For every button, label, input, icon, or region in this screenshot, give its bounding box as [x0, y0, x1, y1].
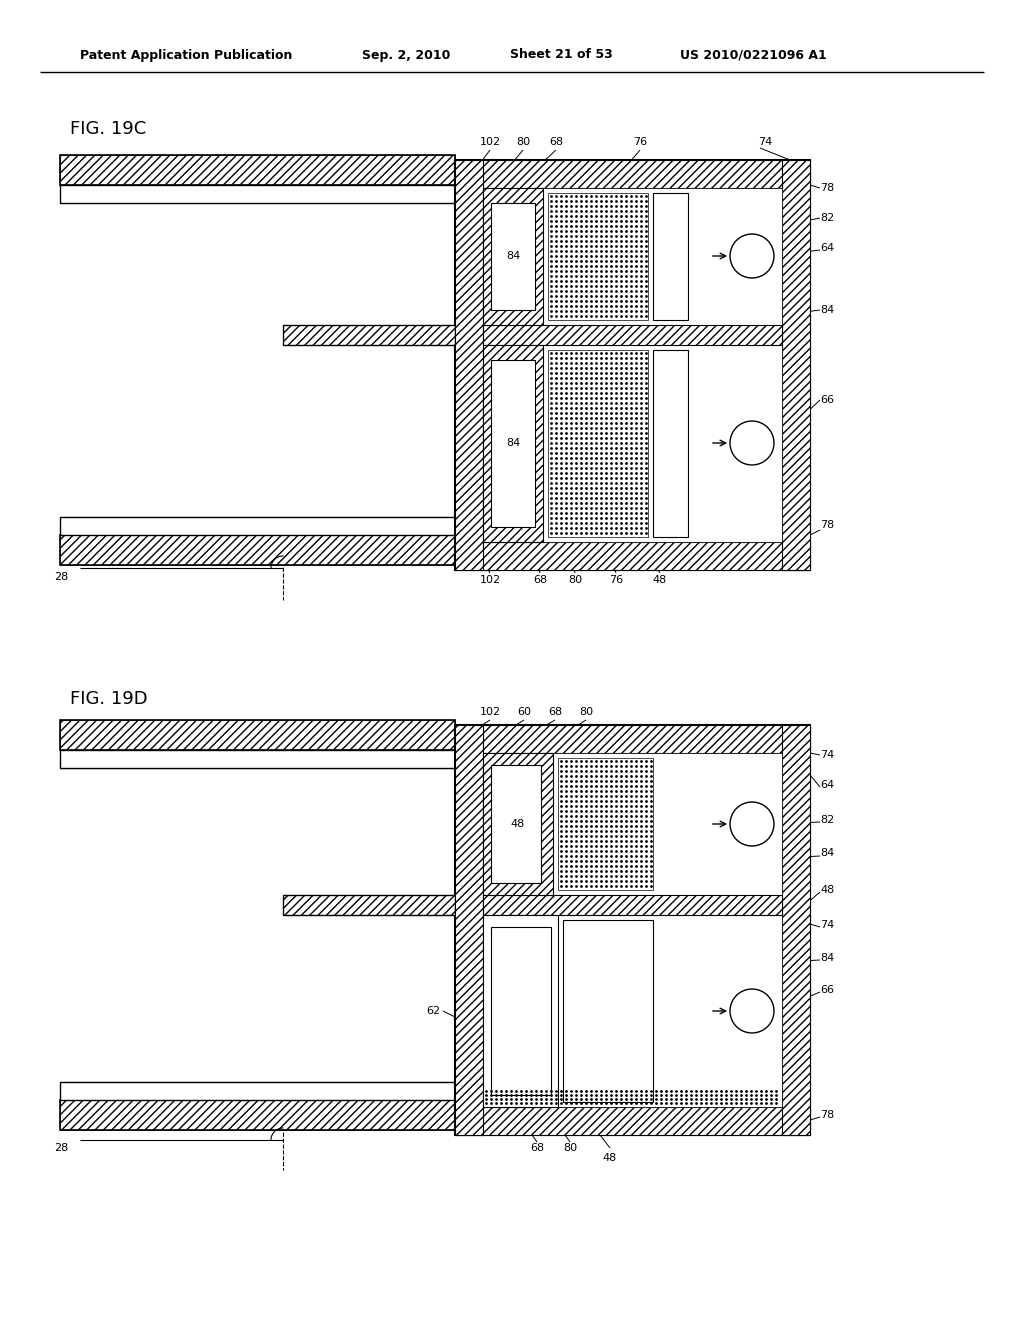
Bar: [60, 535, 455, 565]
Bar: [60, 719, 455, 750]
Bar: [455, 725, 810, 1135]
Bar: [60, 517, 455, 535]
Bar: [483, 752, 553, 895]
Bar: [283, 325, 455, 345]
Text: 82: 82: [820, 814, 835, 825]
Text: 28: 28: [53, 1143, 68, 1152]
Bar: [60, 1100, 455, 1130]
Text: 64: 64: [820, 243, 835, 253]
Bar: [455, 543, 810, 570]
Bar: [490, 766, 541, 883]
Bar: [60, 768, 455, 1082]
Text: 48: 48: [653, 576, 667, 585]
Bar: [455, 160, 810, 570]
Text: 76: 76: [633, 137, 647, 147]
Bar: [60, 154, 455, 185]
Text: US 2010/0221096 A1: US 2010/0221096 A1: [680, 49, 826, 62]
Bar: [782, 160, 810, 570]
Text: 48: 48: [511, 818, 525, 829]
Bar: [60, 1100, 455, 1130]
Bar: [455, 1107, 810, 1135]
Bar: [60, 1082, 455, 1100]
Bar: [60, 185, 455, 203]
Text: 84: 84: [820, 847, 835, 858]
Text: 68: 68: [548, 708, 562, 717]
Text: FIG. 19D: FIG. 19D: [70, 690, 147, 708]
Text: FIG. 19C: FIG. 19C: [70, 120, 146, 139]
Text: 60: 60: [517, 708, 531, 717]
Text: 74: 74: [820, 920, 835, 931]
Text: Sep. 2, 2010: Sep. 2, 2010: [362, 49, 451, 62]
Text: 78: 78: [820, 1110, 835, 1119]
Bar: [483, 187, 782, 543]
Text: 82: 82: [820, 213, 835, 223]
Text: 84: 84: [820, 953, 835, 964]
Text: 78: 78: [820, 183, 835, 193]
Text: 84: 84: [506, 438, 520, 447]
Bar: [490, 203, 535, 310]
Text: 80: 80: [516, 137, 530, 147]
Text: 74: 74: [820, 750, 835, 760]
Bar: [455, 725, 810, 752]
Text: 80: 80: [563, 1143, 578, 1152]
Bar: [60, 154, 455, 185]
Text: 84: 84: [506, 251, 520, 261]
Text: 102: 102: [479, 576, 501, 585]
Bar: [483, 345, 543, 543]
Bar: [548, 350, 648, 537]
Text: 80: 80: [579, 708, 593, 717]
Bar: [283, 895, 455, 915]
Text: 68: 68: [530, 1143, 544, 1152]
Text: 64: 64: [820, 780, 835, 789]
Circle shape: [730, 989, 774, 1034]
Circle shape: [730, 234, 774, 279]
Bar: [455, 160, 483, 570]
Bar: [455, 725, 483, 1135]
Circle shape: [730, 421, 774, 465]
Text: 102: 102: [479, 708, 501, 717]
Bar: [653, 193, 688, 319]
Text: 102: 102: [479, 137, 501, 147]
Bar: [60, 203, 455, 517]
Text: 66: 66: [820, 985, 834, 995]
Bar: [60, 719, 455, 750]
Text: 74: 74: [758, 137, 772, 147]
Bar: [455, 160, 810, 187]
Bar: [558, 758, 653, 890]
Text: 84: 84: [820, 305, 835, 315]
Bar: [782, 725, 810, 1135]
Text: 80: 80: [568, 576, 582, 585]
Bar: [283, 895, 455, 915]
Text: 48: 48: [820, 884, 835, 895]
Bar: [490, 927, 551, 1096]
Bar: [483, 187, 543, 325]
Text: 76: 76: [609, 576, 623, 585]
Bar: [483, 325, 782, 345]
Circle shape: [730, 803, 774, 846]
Text: 28: 28: [53, 572, 68, 582]
Text: 62: 62: [426, 1006, 440, 1016]
Text: Sheet 21 of 53: Sheet 21 of 53: [510, 49, 612, 62]
Bar: [60, 535, 455, 565]
Bar: [283, 325, 455, 345]
Bar: [548, 193, 648, 319]
Text: 48: 48: [603, 1152, 617, 1163]
Bar: [490, 360, 535, 527]
Bar: [60, 750, 455, 768]
Text: 68: 68: [532, 576, 547, 585]
Text: Patent Application Publication: Patent Application Publication: [80, 49, 293, 62]
Bar: [563, 920, 653, 1102]
Bar: [483, 752, 782, 1107]
Bar: [483, 895, 782, 915]
Text: 68: 68: [549, 137, 563, 147]
Bar: [653, 350, 688, 537]
Text: 66: 66: [820, 395, 834, 405]
Text: 78: 78: [820, 520, 835, 531]
Bar: [483, 915, 558, 1107]
